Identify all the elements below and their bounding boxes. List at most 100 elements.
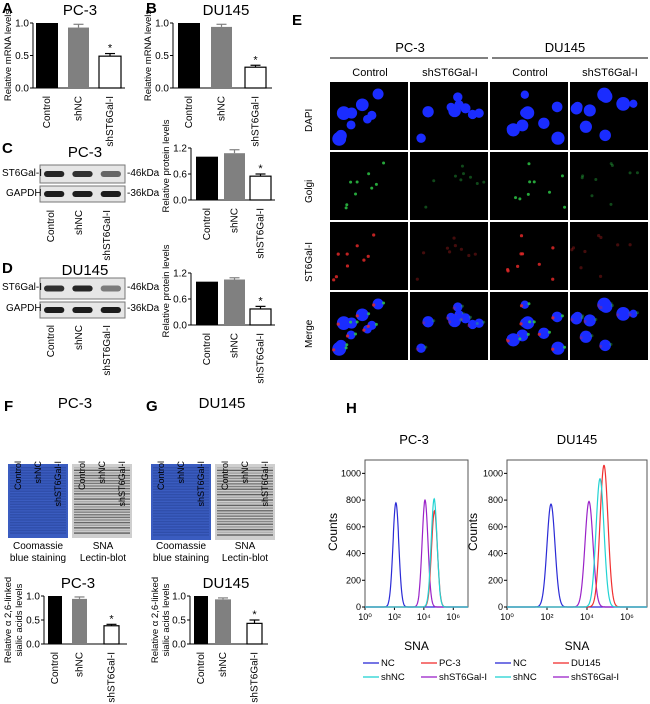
x-axis-label: SNA (404, 639, 429, 653)
golgi-signal (528, 320, 532, 324)
nucleus (336, 316, 351, 330)
x-tick-label: 10² (540, 612, 553, 622)
st6gal-signal (537, 262, 541, 266)
golgi-signal (528, 180, 532, 184)
gel-g-coomassie-band (153, 512, 209, 515)
st6gal-signal (447, 320, 452, 324)
st6gal-signal (467, 323, 471, 328)
st6gal-signal (332, 348, 336, 352)
panel-label-f: F (4, 398, 14, 415)
f-caption-coomassie-1: Coomassie (12, 541, 64, 552)
gel-f-sna-band (74, 506, 130, 508)
golgi-signal (560, 314, 564, 318)
nucleus (506, 123, 520, 137)
blot-d-st6gal-band (44, 285, 65, 292)
significance-star: * (109, 613, 114, 625)
gel-f-coomassie-band (10, 521, 66, 524)
gel-g-sna-band (217, 475, 273, 477)
gel-f-coomassie-band (10, 524, 66, 526)
gel-g-coomassie-band (153, 493, 209, 496)
gel-g-coomassie-band (153, 485, 209, 488)
gel-g-coomassie-band (153, 477, 209, 480)
x-tick-label: shNC (217, 96, 228, 121)
lane-label: Control (156, 461, 166, 490)
gel-f-sna-band (74, 508, 130, 511)
gel-f-coomassie-band (10, 490, 66, 492)
st6gal-signal (362, 258, 366, 262)
panel-label-h: H (346, 400, 357, 417)
nucleus (346, 120, 356, 130)
lane-label: Control (220, 461, 230, 490)
nucleus (551, 131, 565, 145)
y-axis-label: sialic acids levels (14, 583, 25, 656)
golgi-signal (547, 190, 551, 194)
golgi-signal (532, 180, 536, 184)
st6gal-signal (597, 234, 601, 238)
golgi-signal (424, 205, 428, 209)
gel-g-sna-band (217, 515, 273, 517)
x-tick-label: 10⁴ (580, 612, 594, 622)
blot-c-kda2: -36kDa (127, 188, 160, 199)
bar-control (196, 156, 218, 200)
gel-g-sna-band (217, 469, 273, 472)
y-axis-label: Relative mRNA levels (143, 10, 154, 102)
gel-f-coomassie-band (10, 511, 66, 513)
bar-shst6gal-i (249, 308, 272, 326)
gel-f-sna-band (74, 529, 130, 532)
golgi-signal (432, 179, 436, 183)
nucleus (551, 341, 565, 355)
golgi-signal (580, 176, 584, 180)
y-tick-label: 0.0 (173, 196, 187, 207)
gel-f-coomassie-band (10, 495, 66, 498)
x-tick-label: Control (202, 333, 213, 365)
x-tick-label: Control (202, 208, 213, 240)
histogram-nc (507, 503, 647, 608)
gel-f-sna-bg (72, 464, 132, 538)
golgi-signal (547, 330, 551, 334)
lane-label: shNC (240, 461, 250, 484)
lane-label: shNC (74, 325, 85, 350)
micrograph-golgi (570, 152, 648, 220)
st6gal-signal (345, 334, 350, 338)
y-tick-label: 800 (488, 495, 503, 505)
gel-f-sna-band (74, 511, 130, 513)
golgi-signal (459, 318, 463, 322)
bar-shnc (215, 599, 231, 644)
gel-g-sna-band (217, 531, 273, 534)
blot-c-label-gapdh: GAPDH (6, 188, 42, 199)
gel-g-sna-band (217, 491, 273, 493)
nucleus (448, 104, 461, 118)
y-tick-label: 0.0 (172, 640, 186, 651)
x-tick-label: 10² (388, 612, 401, 622)
st6gal-signal (336, 322, 340, 326)
golgi-signal (526, 332, 530, 336)
x-tick-label: 10⁶ (620, 612, 634, 622)
micrograph-golgi (330, 152, 408, 220)
x-tick-label: Control (196, 652, 207, 684)
bar-shnc (68, 27, 89, 88)
gel-f-sna-band (74, 477, 130, 479)
golgi-signal (382, 161, 386, 165)
gel-f-coomassie-band (10, 503, 66, 506)
st6gal-signal (372, 233, 376, 237)
st6gal-signal (506, 339, 510, 343)
nucleus (583, 314, 596, 327)
gel-f-sna-band (74, 503, 130, 506)
bar-control (48, 596, 62, 644)
bar-control (196, 281, 218, 325)
y-tick-label: 400 (488, 549, 503, 559)
nucleus (629, 309, 638, 318)
y-tick-label: 200 (488, 575, 503, 585)
x-tick-label: shST6Gal-I (105, 96, 116, 147)
golgi-signal (469, 315, 473, 319)
lane-label: shNC (33, 461, 43, 484)
bar-shnc (224, 153, 245, 200)
histogram-shst6gal-i (507, 500, 647, 608)
st6gal-signal (473, 252, 477, 256)
golgi-signal (560, 174, 564, 178)
golgi-signal (594, 177, 598, 181)
y-tick-label: 800 (346, 495, 361, 505)
gel-g-coomassie-band (153, 528, 209, 531)
gel-g-sna-band (217, 483, 273, 485)
